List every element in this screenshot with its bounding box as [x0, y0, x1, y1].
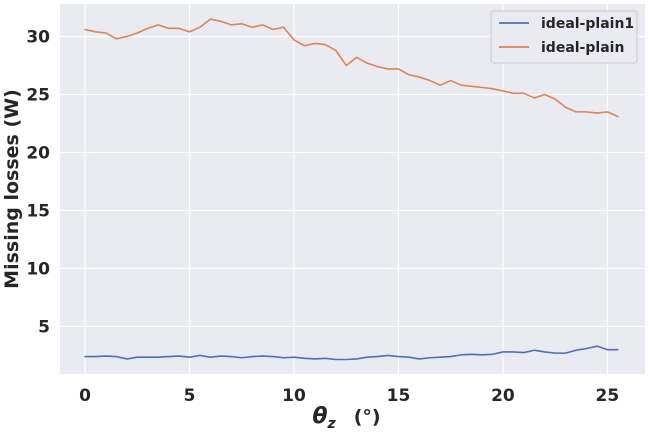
x-tick-label: 5	[184, 386, 196, 406]
legend-label-ideal-plain: ideal-plain	[541, 40, 624, 56]
x-axis-label-unit: (°)	[354, 406, 381, 428]
x-axis-label: θz (°)	[312, 404, 380, 432]
tick-labels: 0 5 10 15 20 25 5 10 15 20 25 30	[26, 27, 619, 406]
legend-label-ideal-plain1: ideal-plain1	[541, 16, 634, 32]
y-tick-label: 30	[26, 27, 50, 47]
x-axis-label-symbol: θ	[312, 404, 327, 429]
y-tick-label: 10	[26, 259, 50, 279]
series-line-ideal-plain	[84, 18, 619, 118]
grid-lines	[60, 4, 645, 374]
series-line-ideal-plain1	[84, 345, 619, 361]
y-tick-label: 15	[26, 201, 50, 221]
y-tick-label: 5	[38, 317, 50, 337]
y-tick-label: 25	[26, 85, 50, 105]
plot-area	[60, 4, 645, 374]
x-tick-label: 10	[282, 386, 306, 406]
x-tick-label: 15	[387, 386, 411, 406]
legend-box	[490, 10, 638, 64]
series-lines	[84, 18, 619, 361]
x-tick-label: 25	[596, 386, 620, 406]
x-tick-label: 0	[79, 386, 91, 406]
y-axis-label: Missing losses (W)	[1, 89, 23, 289]
y-tick-label: 20	[26, 143, 50, 163]
legend: ideal-plain1 ideal-plain	[490, 10, 638, 64]
x-tick-label: 20	[491, 386, 515, 406]
x-axis-label-subscript: z	[327, 416, 337, 432]
